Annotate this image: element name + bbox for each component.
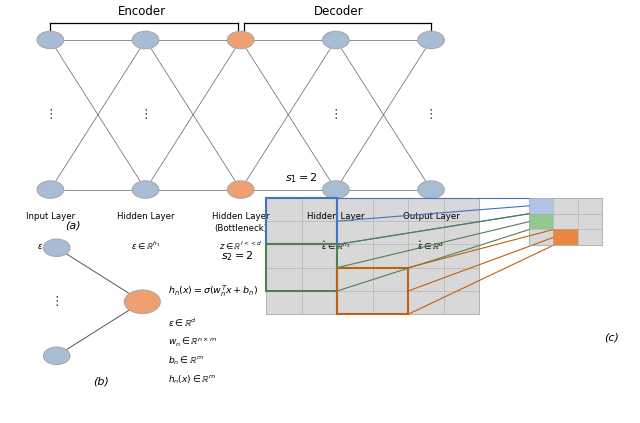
Bar: [337, 268, 408, 314]
Text: Input Layer: Input Layer: [26, 212, 75, 221]
Circle shape: [418, 181, 444, 198]
Text: ⋮: ⋮: [44, 108, 56, 121]
Text: (b): (b): [93, 376, 109, 387]
Circle shape: [37, 31, 64, 49]
Circle shape: [418, 31, 444, 49]
Text: $s_1 = 2$: $s_1 = 2$: [285, 172, 318, 185]
Text: ⋮: ⋮: [51, 295, 63, 308]
Text: ⋮: ⋮: [425, 108, 437, 121]
Text: $\hat{\varepsilon} \in \mathbb{R}^{d}$: $\hat{\varepsilon} \in \mathbb{R}^{d}$: [417, 239, 445, 252]
Bar: [529, 214, 554, 229]
Text: $s_2 = 2$: $s_2 = 2$: [221, 249, 253, 263]
Circle shape: [227, 31, 254, 49]
Circle shape: [132, 31, 159, 49]
Text: (c): (c): [604, 333, 620, 343]
Text: $\hat{\varepsilon} \in \mathbb{R}^{h_3}$: $\hat{\varepsilon} \in \mathbb{R}^{h_3}$: [321, 239, 351, 252]
Bar: [554, 229, 577, 245]
Bar: [529, 198, 602, 245]
Circle shape: [227, 181, 254, 198]
Text: $z \in \mathbb{R}^{l<<d}$: $z \in \mathbb{R}^{l<<d}$: [219, 239, 262, 252]
Circle shape: [124, 290, 161, 313]
Text: Decoder: Decoder: [314, 5, 364, 18]
Text: Encoder: Encoder: [118, 5, 166, 18]
Text: Output Layer: Output Layer: [403, 212, 460, 221]
Text: ⋮: ⋮: [140, 108, 152, 121]
Bar: [266, 198, 479, 314]
Bar: [266, 244, 337, 291]
Text: $h_n(x) \in \mathbb{R}^m$: $h_n(x) \in \mathbb{R}^m$: [168, 373, 216, 386]
Circle shape: [44, 347, 70, 365]
Text: $\varepsilon \in \mathbb{R}^d$: $\varepsilon \in \mathbb{R}^d$: [168, 316, 196, 329]
Circle shape: [323, 181, 349, 198]
Text: $\varepsilon \in \mathbb{R}^{d}$: $\varepsilon \in \mathbb{R}^{d}$: [36, 239, 64, 252]
Text: $b_n \in \mathbb{R}^m$: $b_n \in \mathbb{R}^m$: [168, 355, 204, 368]
Text: ⋮: ⋮: [330, 108, 342, 121]
Circle shape: [323, 31, 349, 49]
Text: Hidden Layer: Hidden Layer: [116, 212, 174, 221]
Circle shape: [44, 239, 70, 256]
Text: (a): (a): [65, 221, 81, 231]
Text: $h_n(x) = \sigma(w_n^T x + b_n)$: $h_n(x) = \sigma(w_n^T x + b_n)$: [168, 284, 258, 299]
Circle shape: [132, 181, 159, 198]
Text: Hidden Layer: Hidden Layer: [307, 212, 365, 221]
Text: Hidden Layer
(Bottleneck): Hidden Layer (Bottleneck): [212, 212, 269, 233]
Circle shape: [37, 181, 64, 198]
Text: $w_n \in \mathbb{R}^{n \times m}$: $w_n \in \mathbb{R}^{n \times m}$: [168, 336, 217, 349]
Bar: [529, 198, 554, 214]
Text: $\varepsilon \in \mathbb{R}^{h_1}$: $\varepsilon \in \mathbb{R}^{h_1}$: [131, 239, 160, 252]
Bar: [266, 198, 337, 244]
